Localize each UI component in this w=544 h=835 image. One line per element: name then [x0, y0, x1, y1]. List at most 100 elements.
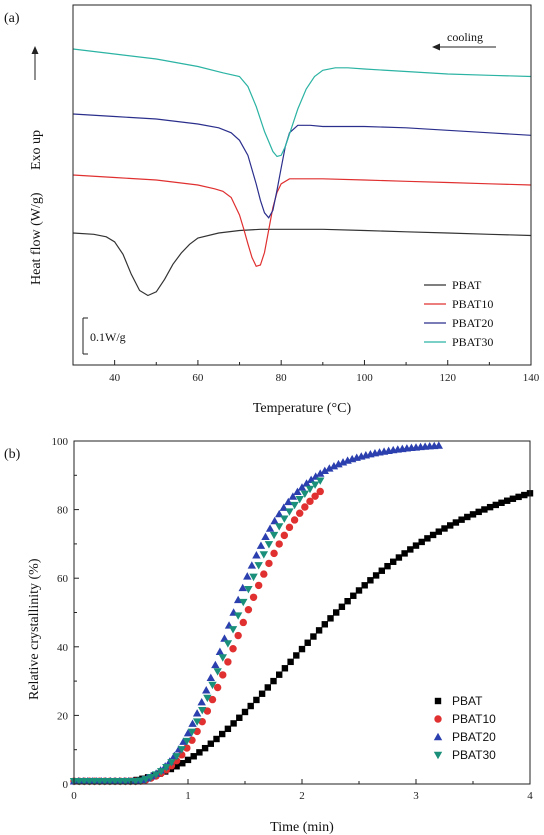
point-pbat10 — [306, 497, 314, 506]
point-pbat — [298, 645, 306, 653]
plot-b-legend: PBAT PBAT10 PBAT20 PBAT30 — [433, 694, 496, 762]
curve-pbat20 — [72, 113, 532, 219]
point-pbat10 — [244, 605, 253, 614]
point-pbat30 — [177, 746, 186, 754]
point-pbat — [458, 516, 465, 523]
point-pbat10 — [213, 683, 222, 692]
point-pbat — [372, 572, 380, 579]
point-pbat20 — [270, 516, 279, 525]
point-pbat — [281, 665, 289, 672]
exo-up-label: Exo up — [29, 130, 44, 170]
point-pbat20 — [434, 441, 443, 449]
plot-b-y-tick-label: 20 — [57, 710, 69, 722]
point-pbat — [236, 714, 243, 721]
plot-b-y-tick-label: 40 — [57, 642, 69, 654]
point-pbat30 — [192, 718, 202, 726]
point-pbat10 — [296, 509, 304, 517]
point-pbat — [201, 744, 209, 752]
point-pbat20 — [329, 461, 339, 470]
point-pbat — [230, 720, 237, 727]
point-pbat — [418, 538, 425, 546]
plot-a-y-axis-label: Heat flow (W/g) — [29, 192, 44, 285]
point-pbat — [492, 501, 499, 509]
point-pbat10 — [280, 531, 289, 540]
point-pbat30 — [300, 490, 310, 499]
panel-b-label: (b) — [4, 447, 21, 462]
point-pbat30 — [187, 728, 197, 737]
plot-a-x-ticks: 40 60 80 100 120 140 — [72, 360, 540, 384]
plot-a-x-tick-label: 120 — [439, 372, 456, 384]
point-pbat20 — [183, 729, 193, 737]
point-pbat20 — [252, 551, 261, 559]
point-pbat20 — [256, 541, 266, 549]
point-pbat30 — [157, 768, 166, 776]
plot-a-x-tick-label: 60 — [192, 372, 204, 384]
plot-a-legend: PBAT PBAT10 PBAT20 PBAT30 — [424, 278, 493, 349]
point-pbat30 — [305, 485, 315, 494]
scale-bar-label: 0.1W/g — [90, 330, 126, 344]
point-pbat30 — [264, 541, 274, 549]
point-pbat — [384, 562, 391, 570]
point-pbat — [464, 513, 471, 521]
point-pbat — [179, 760, 186, 767]
point-pbat20 — [188, 719, 197, 727]
point-pbat — [173, 763, 180, 770]
point-pbat10 — [208, 695, 217, 704]
point-pbat — [207, 740, 214, 747]
point-pbat10 — [270, 549, 278, 558]
point-pbat30 — [218, 654, 227, 662]
point-pbat — [338, 603, 346, 610]
point-pbat20 — [293, 487, 302, 495]
point-pbat20 — [197, 697, 206, 706]
point-pbat30 — [198, 707, 207, 715]
point-pbat — [276, 671, 283, 678]
point-pbat — [469, 511, 477, 518]
point-pbat20 — [220, 634, 229, 642]
plot-b-x-tick-label: 1 — [185, 790, 191, 802]
legend-b-label-pbat20: PBAT20 — [452, 730, 496, 744]
point-pbat — [310, 633, 317, 640]
point-pbat10 — [203, 707, 212, 715]
point-pbat10 — [290, 516, 299, 524]
point-pbat30 — [131, 778, 140, 786]
point-pbat20 — [238, 583, 247, 592]
point-pbat30 — [203, 694, 212, 703]
point-pbat — [378, 567, 385, 574]
point-pbat20 — [247, 561, 257, 569]
point-pbat — [327, 615, 334, 622]
plot-b-x-tick-label: 2 — [299, 790, 305, 802]
point-pbat — [304, 639, 311, 646]
plot-b-x-tick-label: 0 — [71, 790, 77, 802]
point-pbat10 — [311, 492, 319, 500]
point-pbat20 — [288, 492, 298, 500]
point-pbat30 — [290, 501, 299, 510]
point-pbat20 — [192, 709, 202, 717]
legend-a-label-pbat: PBAT — [452, 278, 482, 292]
point-pbat — [475, 508, 482, 516]
point-pbat20 — [179, 737, 188, 745]
point-pbat20 — [243, 572, 252, 580]
point-pbat30 — [244, 585, 253, 594]
point-pbat — [355, 587, 363, 594]
point-pbat30 — [146, 773, 156, 782]
point-pbat — [184, 756, 192, 764]
point-pbat20 — [316, 469, 325, 477]
scale-bar — [82, 317, 88, 355]
cooling-annotation: cooling — [447, 30, 483, 44]
point-pbat — [486, 503, 494, 511]
point-pbat20 — [202, 686, 211, 694]
point-pbat — [344, 598, 351, 605]
point-pbat10 — [260, 570, 268, 578]
point-pbat — [213, 735, 220, 743]
point-pbat — [264, 684, 271, 691]
point-pbat — [321, 621, 328, 628]
point-pbat30 — [172, 753, 181, 761]
point-pbat10 — [229, 645, 237, 653]
point-pbat10 — [178, 751, 186, 759]
point-pbat30 — [213, 668, 222, 676]
point-pbat30 — [269, 531, 279, 540]
legend-b-marker-pbat — [434, 697, 442, 705]
plot-b-y-tick-label: 60 — [57, 573, 69, 585]
point-pbat30 — [285, 508, 294, 516]
